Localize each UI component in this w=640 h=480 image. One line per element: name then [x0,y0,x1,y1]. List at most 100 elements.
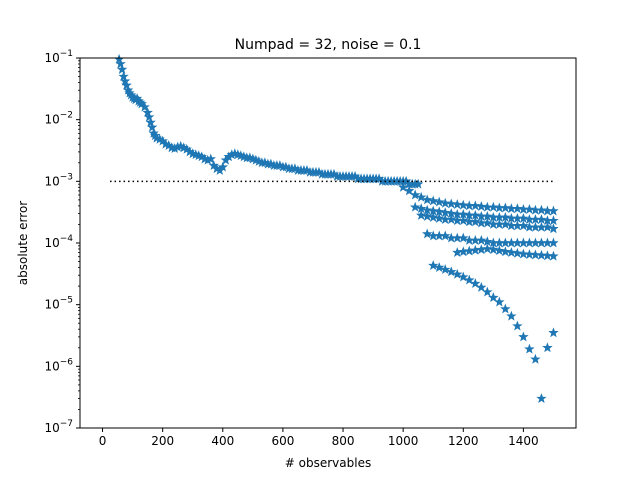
x-tick-label: 1200 [448,434,479,448]
series-1 [113,53,424,189]
x-tick-label: 800 [332,434,355,448]
series-7 [428,260,559,403]
data-point [422,210,433,221]
y-tick-label: 10−6 [44,357,73,373]
data-point [482,217,493,228]
data-point [536,214,547,224]
data-point [524,203,535,214]
data-point [542,250,553,261]
data-point [500,218,511,229]
data-point [145,117,156,127]
data-point [488,244,499,255]
data-point [397,181,409,192]
data-point [446,214,457,224]
data-point [143,111,155,122]
data-point [506,310,517,321]
data-point [542,221,553,232]
data-point [530,249,541,260]
y-tick-label: 10−4 [44,234,73,250]
data-point [458,271,469,282]
data-point [470,278,481,288]
data-point [217,161,228,172]
data-point [139,101,150,112]
data-point [542,342,553,353]
data-point [470,200,481,211]
data-point [434,262,445,272]
data-point [476,201,487,211]
data-point [506,247,517,257]
data-point [146,121,158,132]
data-point [536,249,547,260]
y-tick-label: 10−7 [44,419,73,435]
data-point [118,71,129,81]
data-point [488,201,499,212]
data-point [524,249,535,259]
plot-layer [113,53,559,403]
data-point [205,153,216,164]
data-point [115,58,126,69]
data-point [428,195,439,206]
data-point [452,268,463,279]
data-point [434,196,445,207]
data-point [415,209,427,220]
data-point [428,260,439,271]
data-point [548,215,559,226]
data-point [524,343,535,354]
data-point [446,198,457,209]
series-4 [415,209,559,234]
chart-title: Numpad = 32, noise = 0.1 [235,37,422,53]
x-tick-label: 200 [151,434,174,448]
data-point [422,194,433,205]
data-point [548,250,559,261]
x-tick-label: 600 [271,434,294,448]
data-point [530,353,541,364]
series-6 [452,243,559,261]
x-axis-label: # observables [285,456,371,470]
data-point [452,199,463,209]
y-tick-label: 10−2 [44,111,73,127]
data-point [119,75,131,86]
axes-layer: 0 200 400 600 800 1000 1200 1400 10−7 10−6 10−5 10−… [44,49,577,448]
data-point [548,327,559,338]
data-point [548,223,559,234]
data-point [518,220,529,231]
y-tick-label: 10−3 [44,172,73,188]
y-tick-label: 10−5 [44,296,73,312]
data-point [422,228,433,239]
data-point [458,199,469,210]
data-point [536,204,547,215]
data-point [548,205,559,216]
series-5 [422,228,559,248]
data-point [409,189,421,200]
data-point [494,245,505,256]
series-2 [397,181,559,216]
data-point [500,246,511,257]
data-point [476,282,487,292]
data-point [476,234,487,245]
data-point [548,237,559,248]
data-point [512,203,523,214]
data-point [440,197,451,208]
data-point [440,264,451,275]
data-point [494,296,505,307]
data-point [458,232,469,243]
x-tick-label: 1400 [508,434,539,448]
y-axis-label: absolute error [16,201,30,286]
data-point [412,178,424,189]
data-point [482,243,493,254]
data-point [121,79,132,90]
x-tick-label: 0 [99,434,107,448]
data-point [518,248,529,259]
data-point [142,107,153,118]
data-point [409,201,421,212]
data-point [500,303,511,314]
x-tick-label: 400 [211,434,234,448]
x-tick-label: 1000 [388,434,419,448]
data-point [446,266,457,277]
data-point [440,230,451,241]
data-point [116,64,128,74]
data-point [434,213,445,223]
data-point [428,211,439,222]
